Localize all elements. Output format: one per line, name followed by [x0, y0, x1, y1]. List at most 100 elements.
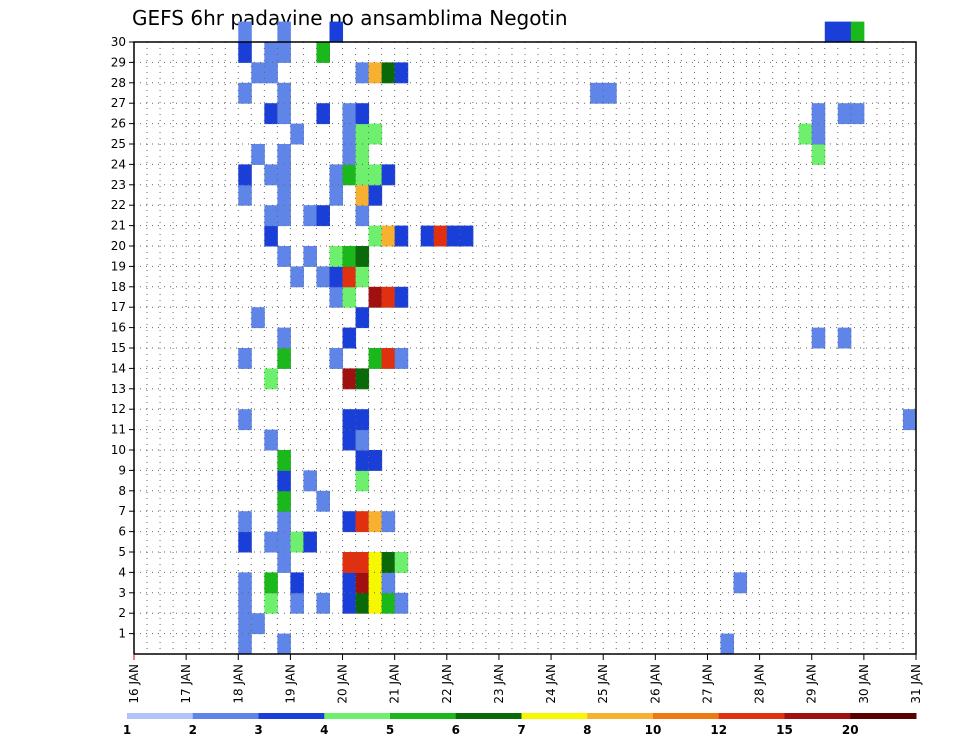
y-tick-label: 2	[118, 606, 126, 620]
heatmap-cell	[355, 307, 370, 329]
x-tick-label: 28 JAN	[753, 664, 767, 704]
heatmap-cell	[251, 613, 265, 635]
heatmap-cell	[368, 184, 383, 206]
heatmap-cell	[355, 62, 370, 84]
heatmap-cell	[355, 552, 370, 573]
y-tick-label: 17	[111, 300, 126, 314]
heatmap-cell	[277, 103, 291, 125]
heatmap-cell	[394, 592, 409, 614]
heatmap-cell	[277, 552, 291, 573]
heatmap-cell	[290, 592, 304, 614]
y-tick-label: 26	[111, 117, 126, 131]
heatmap-cell	[238, 184, 252, 206]
y-tick-label: 14	[111, 361, 126, 375]
heatmap-cell	[342, 246, 357, 267]
heatmap-cell	[264, 531, 278, 553]
y-tick-label: 6	[118, 525, 126, 539]
heatmap-cell	[277, 21, 291, 43]
heatmap-cell	[303, 470, 317, 492]
heatmap-cell	[277, 490, 291, 512]
heatmap-cell	[603, 82, 617, 104]
heatmap-cell	[381, 552, 396, 573]
y-tick-label: 27	[111, 96, 126, 110]
y-tick-label: 20	[111, 239, 126, 253]
heatmap-cell	[368, 511, 383, 533]
y-tick-label: 25	[111, 137, 126, 151]
heatmap-cell	[329, 164, 344, 186]
heatmap-cell	[720, 633, 735, 655]
colorbar-swatch	[455, 713, 522, 719]
x-tick-label: 25 JAN	[596, 664, 610, 704]
heatmap-cell	[420, 225, 435, 247]
grid	[134, 41, 916, 654]
heatmap-cell	[355, 368, 370, 390]
heatmap-cell	[329, 286, 344, 308]
heatmap-cell	[277, 246, 291, 267]
colorbar-label: 15	[776, 723, 793, 737]
heatmap-cell	[264, 592, 278, 614]
heatmap-cell	[368, 552, 383, 573]
heatmap-cell	[342, 103, 357, 125]
heatmap-cell	[264, 103, 278, 125]
colorbar-swatch	[192, 713, 259, 719]
heatmap-cell	[355, 184, 370, 206]
colorbar-label: 7	[517, 723, 525, 737]
y-tick-label: 9	[118, 463, 126, 477]
heatmap-cell	[381, 572, 396, 594]
heatmap-cell	[277, 184, 291, 206]
colorbar-label: 6	[452, 723, 460, 737]
heatmap-cell	[837, 103, 852, 125]
heatmap-cell	[355, 511, 370, 533]
heatmap-cell	[277, 42, 291, 63]
colorbar-swatch	[324, 713, 391, 719]
heatmap-cell	[342, 266, 357, 288]
heatmap-cell	[368, 348, 383, 369]
colorbar-swatch	[521, 713, 588, 719]
colorbar-label: 4	[320, 723, 328, 737]
y-tick-label: 29	[111, 55, 126, 69]
heatmap-cell	[355, 470, 370, 492]
x-tick-label: 27 JAN	[700, 664, 714, 704]
x-tick-label: 20 JAN	[336, 664, 350, 704]
x-tick-label: 31 JAN	[909, 664, 923, 704]
y-tick-label: 5	[118, 545, 126, 559]
heatmap-cell	[850, 21, 865, 43]
heatmap-cell	[368, 572, 383, 594]
x-tick-label: 30 JAN	[857, 664, 871, 704]
heatmap-cell	[368, 286, 383, 308]
heatmap-cell	[264, 205, 278, 227]
colorbar-label: 20	[842, 723, 859, 737]
heatmap-cell	[290, 266, 304, 288]
heatmap-cell	[902, 409, 917, 431]
heatmap-cell	[277, 511, 291, 533]
y-tick-label: 13	[111, 382, 126, 396]
heatmap-cell	[342, 144, 357, 165]
heatmap-cell	[316, 592, 330, 614]
colorbar: 1 2 3 4 5 6 7 8 10 12 15 20	[123, 713, 917, 737]
y-tick-label: 4	[118, 565, 126, 579]
x-tick-label: 19 JAN	[283, 664, 297, 704]
heatmap-cell	[394, 552, 409, 573]
heatmap-cell	[277, 470, 291, 492]
heatmap-cell	[381, 164, 396, 186]
x-tick-label: 24 JAN	[544, 664, 558, 704]
heatmap-cell	[811, 144, 826, 165]
heatmap-cell	[264, 572, 278, 594]
heatmap-cell	[290, 123, 304, 145]
colorbar-swatch	[718, 713, 785, 719]
heatmap-cell	[316, 266, 330, 288]
heatmap-cell	[459, 225, 474, 247]
heatmap-cell	[316, 490, 330, 512]
heatmap-cell	[238, 409, 252, 431]
heatmap-cell	[277, 144, 291, 165]
heatmap-cell	[355, 246, 370, 267]
heatmap-cell	[277, 633, 291, 655]
heatmap-cell	[355, 123, 370, 145]
heatmap-cell	[238, 21, 252, 43]
colorbar-swatch	[850, 713, 917, 719]
colorbar-swatch	[390, 713, 457, 719]
heatmap-cell	[368, 123, 383, 145]
y-tick-label: 7	[118, 504, 126, 518]
heatmap-cell	[837, 21, 852, 43]
heatmap-cell	[238, 82, 252, 104]
